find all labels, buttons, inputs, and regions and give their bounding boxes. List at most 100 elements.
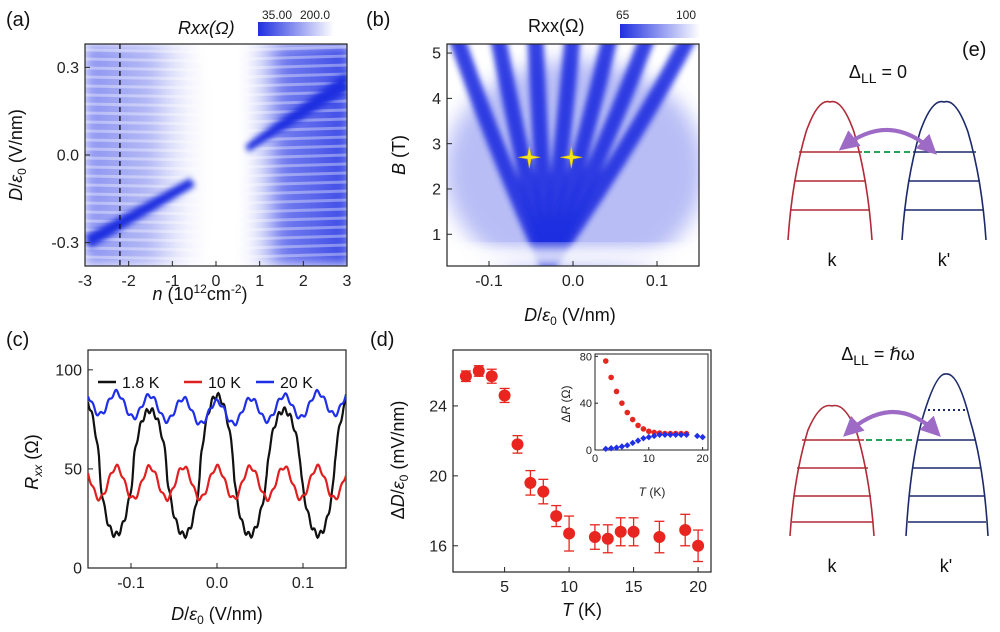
inset-point-red bbox=[640, 426, 647, 432]
xtick-label: 0.0 bbox=[562, 273, 584, 290]
inset-point-blue bbox=[667, 431, 674, 438]
heatmap-a-stripe bbox=[244, 207, 347, 214]
inset-point-red bbox=[651, 429, 657, 436]
heatmap-a-stripe bbox=[85, 48, 204, 54]
xlabel-c: D/ε0 (V/nm) bbox=[171, 604, 263, 627]
xtick-label: -0.1 bbox=[475, 273, 503, 290]
inset-ytick-label: 0 bbox=[586, 445, 592, 457]
heatmap-a-stripe bbox=[244, 198, 347, 205]
valley-kprime-bottom bbox=[905, 373, 989, 537]
heatmap-a-stripe bbox=[85, 174, 204, 180]
inset-ytick-label: 80 bbox=[580, 351, 592, 363]
landau-levels-kprime-bottom bbox=[908, 439, 986, 523]
valley-kprime-top bbox=[901, 100, 987, 241]
heatmap-a-stripe bbox=[244, 171, 347, 178]
heatmap-a-stripe bbox=[85, 111, 204, 117]
colorbar-b bbox=[620, 24, 700, 38]
inset-point-blue bbox=[677, 431, 685, 438]
heatmap-a-stripe bbox=[85, 84, 204, 90]
tunneling-arrow-bottom bbox=[843, 410, 941, 437]
ytick-label: -0.3 bbox=[51, 235, 79, 252]
xlabel-b: D/ε0 (V/nm) bbox=[524, 305, 616, 328]
legend-label: 10 K bbox=[208, 375, 241, 392]
inset-point-red bbox=[629, 416, 636, 423]
diagram-top-kprime: k' bbox=[938, 250, 950, 270]
heatmap-a-stripe bbox=[244, 189, 347, 196]
ytick-label: 5 bbox=[432, 46, 441, 63]
panel-d: (d) 5 10 15 20 16 20 24 T (K) ΔD/ε0 (mV/nm) 0 1… bbox=[370, 329, 712, 620]
ytick-label: 0.3 bbox=[57, 60, 79, 77]
inset-point-blue bbox=[613, 444, 620, 451]
fan-stripe bbox=[539, 44, 695, 266]
heatmap-a-stripe bbox=[85, 165, 204, 171]
panel-b-label: (b) bbox=[366, 9, 390, 31]
ytick-label: 1 bbox=[432, 227, 441, 244]
inset-point-blue bbox=[694, 432, 701, 440]
heatmap-a-stripe bbox=[85, 255, 204, 261]
xtick-label: 5 bbox=[500, 579, 509, 596]
inset-point-blue bbox=[650, 432, 658, 440]
heatmap-a-stripe bbox=[85, 75, 204, 81]
valley-k-bottom bbox=[789, 404, 875, 537]
series-line-10k bbox=[88, 463, 346, 503]
inset-point-red bbox=[624, 409, 631, 416]
heatmap-a-stripe bbox=[85, 147, 204, 153]
diagram-top-title: ΔLL = 0 bbox=[849, 62, 907, 86]
data-point bbox=[524, 476, 537, 489]
heatmap-a-streak-lower bbox=[85, 178, 195, 248]
inset-xtick-label: 10 bbox=[643, 453, 655, 465]
data-point bbox=[537, 485, 550, 498]
xtick-label: 3 bbox=[343, 273, 352, 290]
series-line-20k bbox=[88, 388, 346, 427]
ytick-label: 3 bbox=[432, 136, 441, 153]
ytick-label: 50 bbox=[64, 462, 82, 479]
heatmap-a-stripe bbox=[244, 81, 347, 88]
xtick-label: 0 bbox=[212, 273, 221, 290]
heatmap-a-stripe bbox=[85, 192, 204, 198]
inset-point-blue bbox=[607, 445, 615, 452]
data-point bbox=[472, 364, 485, 377]
heatmap-a-stripe bbox=[244, 216, 347, 223]
inset-point-blue bbox=[672, 431, 679, 438]
inset-point-blue bbox=[699, 433, 706, 441]
data-point bbox=[653, 531, 666, 544]
inset-point-red bbox=[619, 400, 625, 406]
heatmap-a-stripe bbox=[85, 129, 204, 135]
inset-point-blue bbox=[618, 443, 626, 450]
diagram-bottom-title: ΔLL = ℏω bbox=[841, 344, 915, 368]
colorbar-a-label: Rxx(Ω) bbox=[178, 18, 235, 38]
data-point bbox=[485, 370, 498, 383]
data-point bbox=[627, 525, 640, 538]
heatmap-a-stripe bbox=[85, 156, 204, 162]
xtick-label: -1 bbox=[165, 273, 179, 290]
panel-c-label: (c) bbox=[6, 329, 29, 351]
heatmap-a-stripe bbox=[85, 246, 204, 252]
heatmap-a-stripe bbox=[244, 243, 347, 250]
heatmap-a-stripe bbox=[244, 162, 347, 169]
xtick-label: 0.0 bbox=[206, 575, 228, 592]
heatmap-a-stripe bbox=[85, 93, 204, 99]
xtick-label: -0.1 bbox=[117, 575, 145, 592]
ytick-label: 20 bbox=[429, 468, 447, 485]
panel-e-label: (e) bbox=[962, 39, 986, 61]
inset-ytick-label: 40 bbox=[580, 398, 592, 410]
xtick-label: 10 bbox=[560, 579, 578, 596]
inset-point-blue bbox=[629, 439, 636, 447]
inset-ylabel: ΔR (Ω) bbox=[559, 386, 573, 423]
panel-e: (e) ΔLL = 0 k k' ΔLL = ℏω bbox=[787, 39, 989, 576]
landau-levels-k-top bbox=[791, 151, 869, 211]
xtick-label: -3 bbox=[78, 273, 92, 290]
inset-point-blue bbox=[661, 431, 669, 438]
ytick-label: 16 bbox=[429, 538, 447, 555]
inset-xtick-label: 20 bbox=[696, 453, 708, 465]
xtick-label: 2 bbox=[299, 273, 308, 290]
ylabel-d: ΔD/ε0 (mV/nm) bbox=[388, 401, 411, 520]
xlabel-a: n (1012cm-2) bbox=[152, 282, 247, 304]
heatmap-a-stripe bbox=[85, 120, 204, 126]
ytick-label: 0 bbox=[73, 561, 82, 578]
xtick-label: 15 bbox=[625, 579, 643, 596]
xtick-label: 20 bbox=[689, 579, 707, 596]
xlabel-d: T (K) bbox=[562, 600, 602, 620]
heatmap-a-streak-upper bbox=[244, 72, 347, 152]
